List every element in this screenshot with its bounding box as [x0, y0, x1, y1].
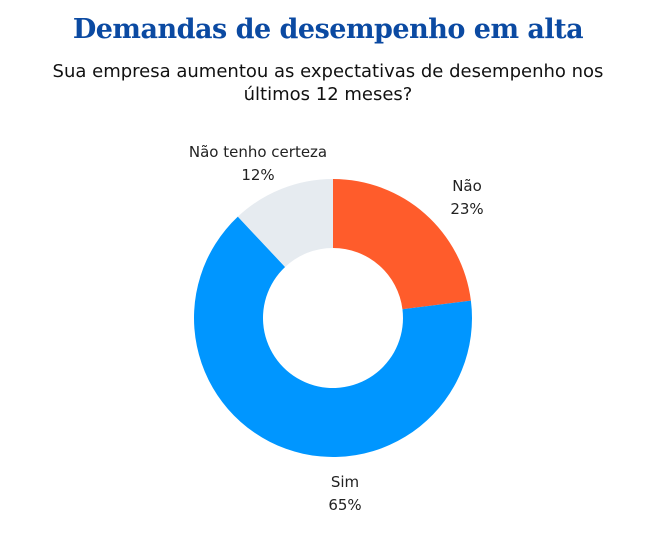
slice-label: Não tenho certeza [189, 143, 327, 161]
slice-n-o-tenho-certeza [237, 179, 333, 267]
slice-label: Não [452, 177, 482, 195]
slice-sim [193, 216, 472, 458]
chart-title: Demandas de desempenho em alta [72, 14, 584, 45]
slice-value: 12% [241, 166, 274, 184]
slice-value: 23% [450, 200, 483, 218]
slice-n-o [333, 179, 471, 310]
chart-subtitle: Sua empresa aumentou as expectativas de … [52, 61, 604, 105]
slice-value: 65% [328, 496, 361, 514]
slice-label: Sim [331, 473, 359, 491]
